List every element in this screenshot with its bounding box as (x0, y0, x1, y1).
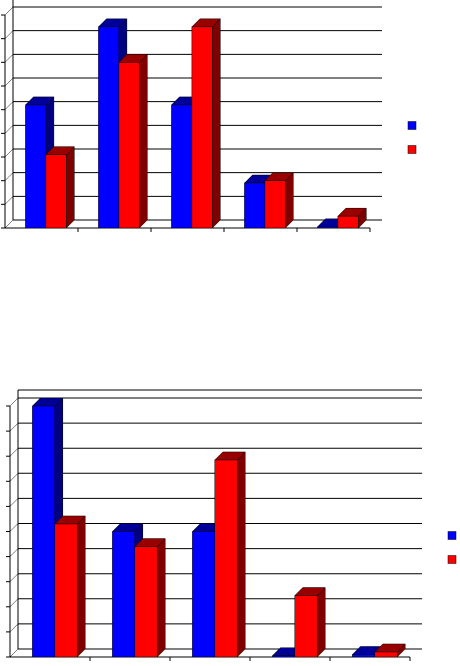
bar (244, 182, 266, 229)
bar (374, 651, 398, 658)
floor-edge (9, 648, 19, 658)
legend-swatch (447, 555, 457, 564)
bar-side (139, 53, 148, 229)
floor-edge (4, 219, 14, 229)
floor-edge (9, 598, 19, 607)
bar (214, 459, 238, 658)
legend-swatch (407, 121, 417, 130)
floor-edge (4, 125, 14, 134)
floor-edge (9, 448, 19, 457)
floor-edge (4, 77, 14, 87)
bar-side (236, 451, 246, 658)
legend-swatch (407, 145, 417, 154)
floor-edge (9, 573, 19, 582)
floor-edge (9, 422, 19, 432)
floor-edge (4, 101, 14, 110)
bar-side (66, 146, 75, 229)
bar (25, 104, 47, 229)
floor-edge (4, 6, 14, 16)
floor-edge (4, 148, 14, 158)
bar-side (76, 515, 86, 658)
bar (272, 655, 296, 658)
floor-edge (4, 30, 14, 39)
bar (352, 654, 376, 658)
legend-swatch (447, 531, 457, 540)
floor-edge (9, 548, 19, 557)
bar (54, 523, 78, 658)
bar (264, 180, 286, 229)
bar-side (316, 586, 326, 658)
bar (98, 26, 120, 229)
bar (317, 226, 339, 229)
floor-edge (9, 397, 19, 407)
floor-edge (9, 473, 19, 482)
floor-edge (9, 523, 19, 532)
bar (337, 215, 359, 229)
floor-edge (4, 172, 14, 181)
bar (118, 62, 140, 229)
floor-edge (4, 54, 14, 63)
bar (191, 26, 213, 229)
bar-side (212, 18, 221, 229)
bar (112, 531, 136, 658)
floor-edge (4, 196, 14, 205)
bar (134, 546, 158, 658)
bar (192, 531, 216, 658)
floor-edge (9, 623, 19, 633)
floor-edge (9, 498, 19, 507)
bar (294, 595, 318, 658)
bar (171, 104, 193, 229)
bar-side (156, 537, 166, 658)
bar (45, 154, 67, 229)
bar (32, 405, 56, 658)
bar-side (285, 172, 294, 229)
